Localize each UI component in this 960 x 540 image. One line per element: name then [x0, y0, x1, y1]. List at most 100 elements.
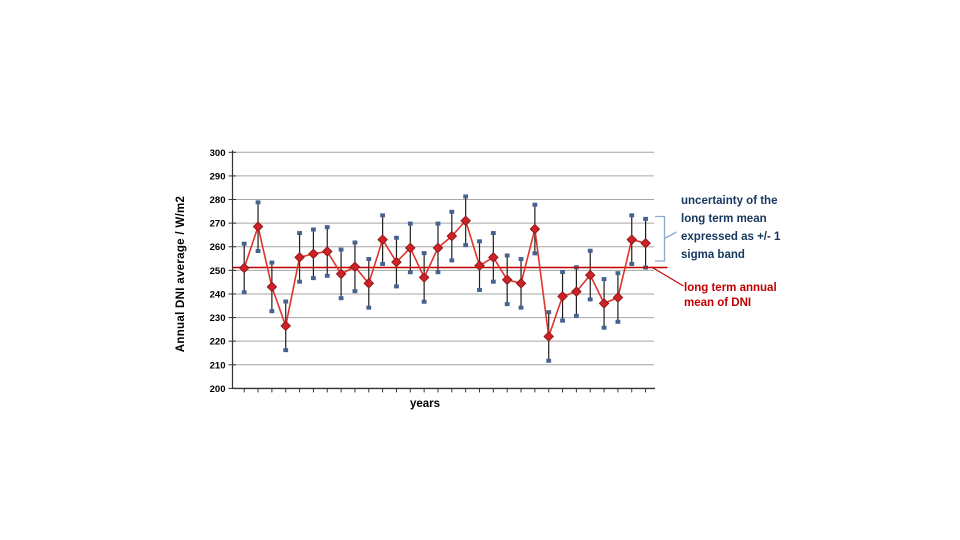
y-axis-title: Annual DNI average / W/m2 — [175, 195, 187, 353]
mean-annotation-line: long term annual — [684, 282, 777, 294]
error-cap-bottom — [283, 348, 289, 353]
error-cap-top — [394, 235, 399, 240]
error-cap-top — [380, 213, 386, 218]
error-cap-bottom — [518, 305, 524, 310]
data-point-marker — [294, 252, 305, 263]
error-cap-bottom — [241, 290, 247, 295]
y-tick-label: 200 — [210, 384, 226, 395]
sigma-annotation-line: long term mean — [681, 213, 767, 225]
data-point-marker — [571, 286, 582, 297]
error-cap-top — [324, 225, 330, 230]
error-cap-bottom — [311, 276, 316, 281]
error-cap-bottom — [435, 270, 441, 275]
error-cap-bottom — [421, 299, 427, 304]
y-tick-label: 260 — [210, 242, 226, 253]
error-cap-bottom — [324, 273, 330, 278]
data-point-marker — [238, 262, 250, 274]
y-tick-label: 240 — [210, 289, 226, 300]
error-cap-top — [407, 221, 413, 226]
error-cap-top — [463, 194, 469, 199]
error-cap-bottom — [352, 289, 358, 294]
y-tick-label: 210 — [210, 360, 226, 371]
data-point-marker — [280, 320, 292, 332]
error-cap-top — [587, 248, 593, 253]
error-cap-top — [311, 227, 316, 232]
error-cap-top — [449, 209, 455, 214]
error-cap-bottom — [338, 296, 344, 301]
error-cap-bottom — [380, 261, 386, 266]
data-point-marker — [626, 234, 638, 245]
data-point-marker — [391, 256, 402, 268]
error-cap-bottom — [490, 279, 496, 284]
sigma-band-annotation: uncertainty of the long term mean expres… — [681, 192, 780, 264]
data-point-marker — [598, 298, 610, 309]
data-point-marker — [432, 242, 444, 254]
data-point-marker — [252, 221, 264, 232]
y-tick-label: 250 — [210, 266, 226, 277]
error-cap-bottom — [546, 358, 552, 363]
error-cap-bottom — [407, 270, 413, 275]
error-cap-top — [477, 239, 482, 244]
error-cap-bottom — [629, 261, 635, 266]
mean-callout-line — [651, 266, 684, 287]
error-cap-bottom — [366, 305, 372, 310]
error-cap-bottom — [394, 284, 399, 289]
error-cap-top — [601, 277, 607, 282]
data-point-marker — [488, 252, 499, 263]
error-cap-top — [560, 270, 565, 275]
y-tick-label: 290 — [210, 171, 226, 182]
error-cap-bottom — [587, 297, 593, 302]
error-cap-top — [546, 310, 552, 315]
error-cap-bottom — [255, 248, 261, 253]
error-cap-top — [435, 221, 441, 226]
sigma-annotation-line: sigma band — [681, 249, 745, 261]
error-cap-top — [241, 241, 247, 246]
data-point-marker — [335, 268, 347, 280]
error-cap-bottom — [573, 313, 579, 318]
data-point-marker — [474, 260, 485, 271]
error-cap-bottom — [560, 318, 565, 323]
error-cap-top — [255, 200, 261, 205]
sigma-annotation-line: uncertainty of the — [681, 195, 778, 207]
error-cap-bottom — [504, 302, 510, 307]
error-cap-top — [490, 231, 496, 236]
error-cap-bottom — [477, 287, 482, 292]
data-point-marker — [543, 331, 555, 342]
y-tick-label: 220 — [210, 337, 226, 348]
error-cap-top — [643, 216, 648, 221]
y-tick-label: 280 — [210, 195, 226, 206]
error-cap-bottom — [297, 279, 302, 284]
data-point-marker — [640, 237, 651, 249]
data-point-marker — [418, 272, 430, 283]
error-cap-top — [504, 253, 510, 258]
data-point-marker — [404, 242, 416, 254]
error-cap-top — [518, 257, 524, 262]
y-tick-label: 300 — [210, 148, 226, 159]
data-point-marker — [446, 230, 458, 242]
data-point-marker — [349, 261, 361, 273]
error-cap-bottom — [601, 325, 607, 330]
sigma-annotation-line: expressed as +/- 1 — [681, 231, 781, 243]
error-cap-top — [352, 240, 358, 245]
x-axis-title: years — [409, 398, 441, 410]
error-cap-bottom — [449, 258, 455, 263]
error-cap-top — [629, 213, 635, 218]
mean-annotation: long term annual mean of DNI — [684, 281, 777, 311]
error-cap-top — [283, 299, 289, 304]
y-tick-label: 230 — [210, 313, 226, 324]
error-cap-bottom — [615, 319, 621, 324]
error-cap-top — [297, 231, 302, 236]
data-point-marker — [308, 248, 319, 260]
data-point-marker — [266, 281, 278, 293]
series-line — [243, 219, 646, 337]
error-cap-top — [338, 247, 344, 252]
data-point-marker — [584, 269, 596, 281]
data-point-marker — [529, 223, 541, 235]
error-cap-top — [366, 257, 372, 262]
data-point-marker — [377, 234, 388, 245]
data-point-marker — [460, 215, 471, 227]
error-cap-bottom — [269, 309, 275, 314]
mean-annotation-line: mean of DNI — [684, 297, 752, 309]
